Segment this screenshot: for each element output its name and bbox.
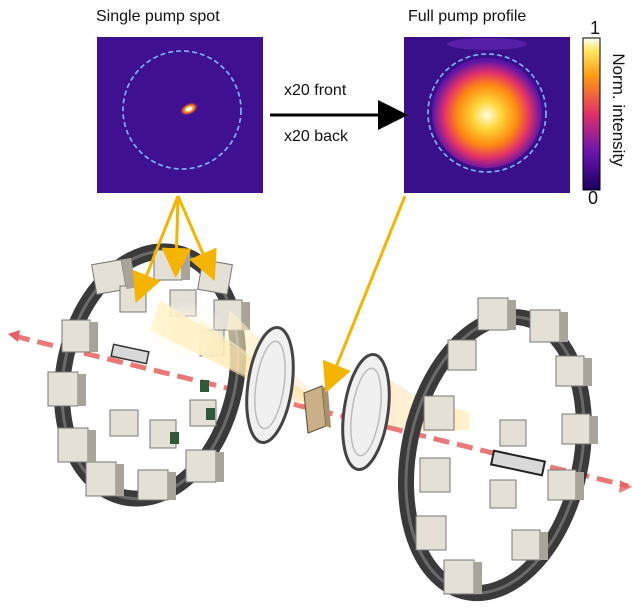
arrow-top-label: x20 front xyxy=(284,82,347,99)
arrow-bottom-label: x20 back xyxy=(284,128,349,145)
single-spot-image xyxy=(97,37,263,193)
single-spot-title: Single pump spot xyxy=(96,8,220,25)
full-profile-image xyxy=(404,37,570,193)
colorbar xyxy=(582,37,601,191)
colorbar-max-label: 1 xyxy=(590,18,601,38)
pointer-arrows xyxy=(132,195,407,394)
lens-icon xyxy=(245,325,295,445)
full-profile-title: Full pump profile xyxy=(408,8,527,25)
colorbar-min-label: 0 xyxy=(588,188,599,208)
crystal-icon xyxy=(303,385,331,434)
right-pump-wheel xyxy=(397,297,598,602)
